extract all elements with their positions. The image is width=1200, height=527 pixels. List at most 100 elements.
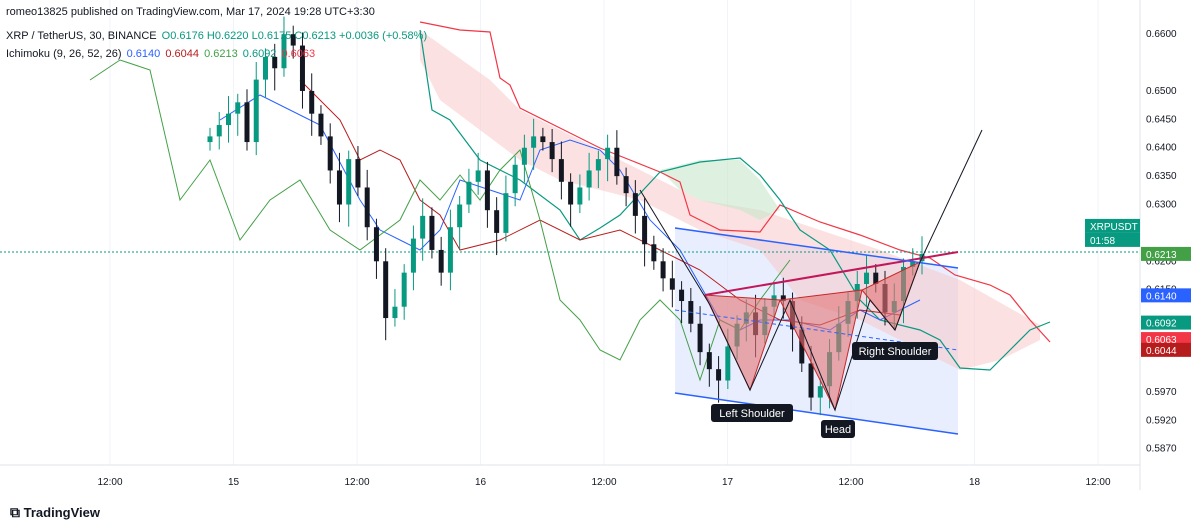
candle-body (605, 147, 611, 160)
candle-body (669, 278, 675, 290)
price-tick-label: 0.5970 (1146, 387, 1177, 398)
indicator-value-conversion: 0.6140 (126, 48, 161, 60)
neckline (704, 251, 959, 296)
candle-body (420, 215, 426, 239)
candle-body (873, 272, 879, 284)
candle-body (290, 34, 296, 46)
candle-body (475, 170, 481, 182)
projection-line (639, 129, 983, 412)
price-tick-label: 0.5920 (1146, 415, 1177, 426)
candle-body (521, 147, 527, 165)
annotation-head: Head (821, 420, 855, 438)
time-tick-label: 12:00 (97, 477, 122, 488)
lagging-span (89, 59, 791, 382)
annotation-label: Right Shoulder (859, 346, 932, 358)
indicator-line[interactable]: Ichimoku (9, 26, 52, 26) 0.6140 0.6044 0… (6, 48, 317, 60)
price-label-box (1141, 288, 1191, 303)
candle-body (318, 113, 324, 137)
symbol-line: XRP / TetherUS, 30, BINANCE O0.6176 H0.6… (6, 30, 429, 42)
candle-body (706, 352, 712, 370)
senkou-span-b (419, 21, 1051, 343)
candle-body (660, 261, 666, 279)
candle-body (595, 159, 601, 171)
candle-body (429, 215, 435, 250)
candle-body (679, 289, 685, 302)
price-label-text: XRPUSDT (1090, 222, 1138, 233)
price-tick-label: 0.6450 (1146, 114, 1177, 125)
candle-body (235, 102, 241, 114)
candle-body (355, 159, 361, 188)
candle-body (401, 272, 407, 307)
candle-body (346, 159, 352, 205)
price-label-text: 0.6063 (1146, 335, 1177, 346)
candle-body (540, 136, 546, 143)
price-tick-label: 0.6400 (1146, 143, 1177, 154)
candle-body (327, 136, 333, 171)
time-tick-label: 18 (969, 477, 981, 488)
candle-body (725, 346, 731, 381)
time-tick-label: 12:00 (591, 477, 616, 488)
price-label-text: 0.6213 (1146, 250, 1177, 261)
candle-body (716, 369, 722, 381)
candle-body (410, 238, 416, 273)
candle-body (651, 244, 657, 262)
price-label-text: 0.6092 (1146, 319, 1177, 330)
time-tick-label: 17 (722, 477, 734, 488)
candle-body (623, 176, 629, 194)
candle-body (299, 45, 305, 91)
candle-body (808, 363, 814, 398)
price-tick-label: 0.5870 (1146, 444, 1177, 455)
price-label-box (1141, 332, 1191, 347)
candle-body (484, 170, 490, 211)
candle-body (309, 90, 315, 114)
price-tick-label: 0.6600 (1146, 29, 1177, 40)
price-axis: 0.6600 0.6500 0.6450 0.6400 0.6350 0.6300 0.62… (1146, 29, 1177, 454)
symbol-title[interactable]: XRP / TetherUS, 30, BINANCE (6, 30, 157, 42)
publisher-line: romeo13825 published on TradingView.com,… (6, 6, 375, 18)
candle-body (336, 170, 342, 205)
candle-body (281, 34, 287, 69)
price-tick-label: 0.6300 (1146, 200, 1177, 211)
annotation-label: Left Shoulder (719, 408, 785, 420)
candle-body (512, 164, 518, 194)
candle-body (262, 56, 268, 80)
candle-body (586, 170, 592, 188)
candle-body (780, 295, 786, 302)
candle-body (558, 159, 564, 182)
candle-body (642, 215, 648, 245)
indicator-name: Ichimoku (9, 26, 52, 26) (6, 48, 122, 60)
price-label-box (1085, 218, 1140, 233)
price-tick-label: 0.6350 (1146, 171, 1177, 182)
price-label-box (1141, 342, 1191, 357)
annotation-label: Head (825, 424, 851, 436)
candle-body (392, 306, 398, 319)
candle-body (864, 272, 870, 284)
candle-body (253, 79, 259, 143)
candle-body (632, 193, 638, 216)
price-label-box (1141, 315, 1191, 330)
candle-body (531, 136, 537, 148)
tradingview-logo[interactable]: ⧉ TradingView (10, 504, 100, 521)
indicator-value-base: 0.6044 (165, 48, 199, 60)
candle-body (438, 249, 444, 273)
candle-body (244, 102, 250, 143)
price-label-text: 0.6044 (1146, 346, 1177, 357)
candle-body (383, 261, 389, 319)
candle-body (910, 261, 916, 267)
candle-body (494, 210, 500, 233)
time-tick-label: 12:00 (838, 477, 863, 488)
pattern-head (779, 289, 863, 412)
time-tick-label: 12:00 (1085, 477, 1110, 488)
candle-body (549, 142, 555, 160)
price-labels: XRPUSDT 01:58 0.6213 0.6140 0.6092 0.60630.60… (1085, 218, 1191, 357)
ohlc-values: O0.6176 H0.6220 L0.6175 C0.6213 +0.0036 … (161, 30, 428, 42)
price-tick-label: 0.6500 (1146, 86, 1177, 97)
time-axis: 12:00 15 12:00 16 12:00 17 12:00 18 12:00 (97, 477, 1110, 488)
price-tick-label: 0.6200 (1146, 256, 1177, 267)
candle-body (614, 147, 620, 177)
tradingview-icon: ⧉ (10, 504, 20, 520)
candle-body (577, 187, 583, 205)
cloud-fill-green (660, 160, 780, 220)
candle-body (447, 227, 453, 273)
